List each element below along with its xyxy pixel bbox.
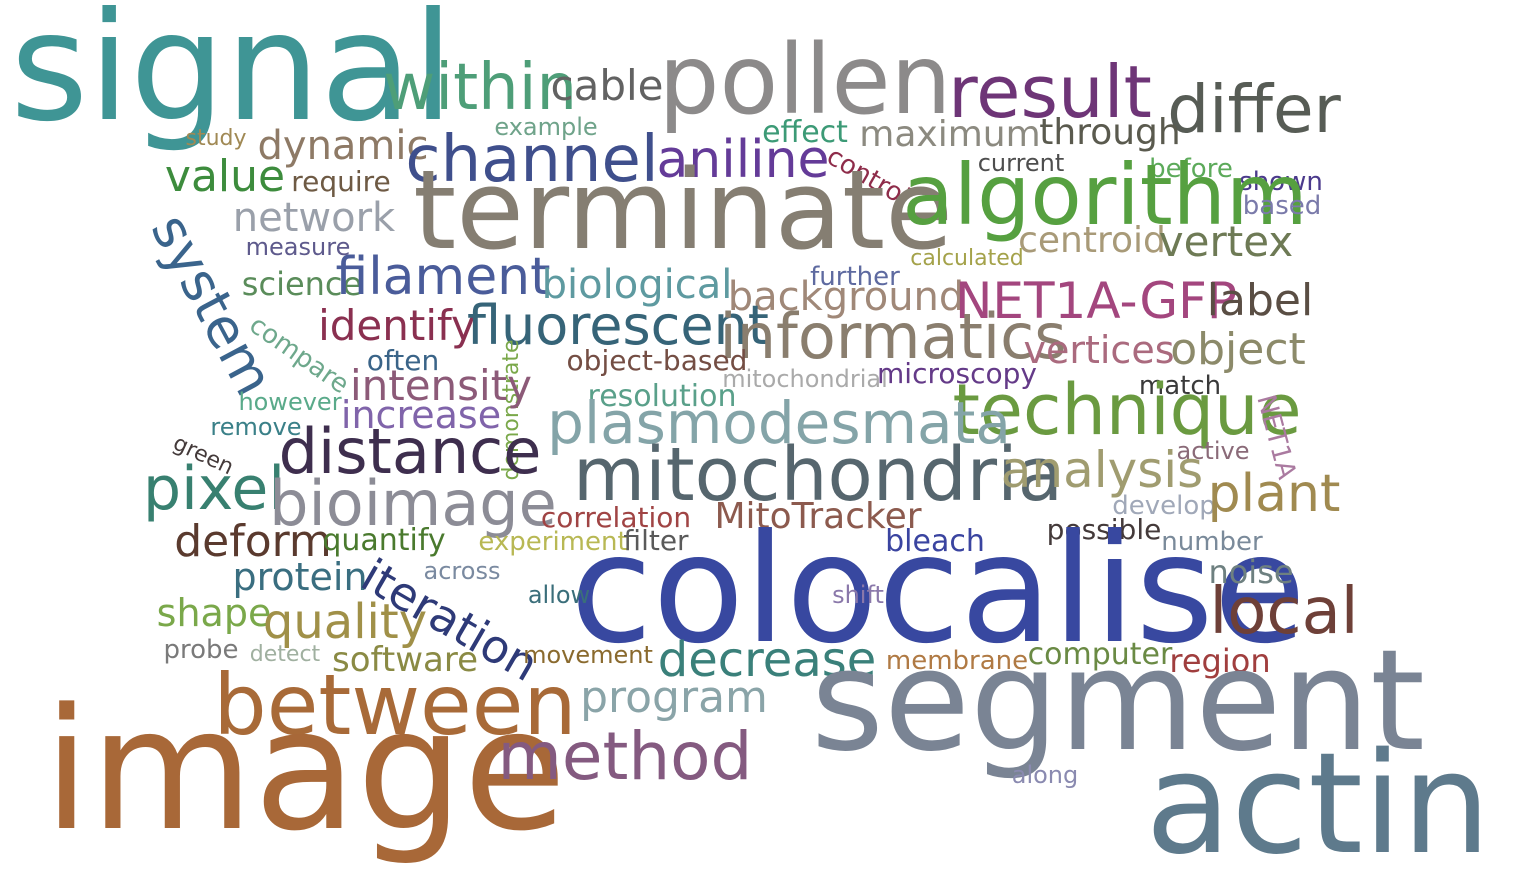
word-maximum: maximum	[859, 114, 1041, 155]
word-NET1A-GFP: NET1A-GFP	[955, 272, 1237, 330]
word-however: however	[238, 388, 342, 416]
word-example: example	[494, 113, 598, 141]
word-science: science	[241, 265, 363, 303]
word-protein: protein	[232, 555, 368, 599]
word-pixel: pixel	[142, 454, 286, 524]
word-informatics: informatics	[719, 300, 1067, 373]
word-centroid: centroid	[1018, 220, 1166, 261]
word-mitochondrial: mitochondrial	[722, 365, 888, 393]
word-distance: distance	[278, 415, 542, 488]
word-membrane: membrane	[885, 646, 1029, 676]
word-colocalise: colocalise	[570, 503, 1306, 677]
word-biological: biological	[541, 262, 733, 308]
word-analysis: analysis	[1000, 441, 1204, 499]
word-filament: filament	[335, 247, 551, 307]
word-remove: remove	[210, 413, 302, 441]
word-probe: probe	[163, 635, 239, 665]
word-allow: allow	[527, 581, 591, 609]
word-channel: channel	[405, 123, 659, 197]
word-before: before	[1149, 154, 1233, 184]
word-microscopy: microscopy	[877, 357, 1037, 390]
word-filter: filter	[623, 524, 689, 557]
word-vertices: vertices	[1023, 328, 1175, 372]
word-fluorescent: fluorescent	[467, 294, 769, 357]
word-bioimage: bioimage	[269, 467, 557, 540]
word-further: further	[810, 262, 900, 292]
word-active: active	[1176, 437, 1250, 465]
word-number: number	[1161, 527, 1263, 557]
word-calculated: calculated	[910, 246, 1024, 271]
word-plasmodesmata: plasmodesmata	[547, 389, 1011, 457]
word-effect: effect	[762, 115, 848, 150]
word-across: across	[423, 557, 501, 585]
word-require: require	[291, 165, 391, 198]
word-quantify: quantify	[322, 523, 446, 558]
word-deform: deform	[174, 516, 332, 567]
word-experiment: experiment	[478, 527, 628, 557]
word-identify: identify	[318, 301, 476, 350]
word-software: software	[331, 640, 479, 680]
word-vertex: vertex	[1158, 217, 1294, 266]
word-noise: noise	[1208, 553, 1294, 591]
word-current: current	[977, 149, 1065, 177]
word-object-based: object-based	[566, 344, 748, 377]
word-between: between	[213, 656, 577, 754]
word-correlation: correlation	[540, 501, 692, 534]
word-network: network	[232, 195, 396, 241]
word-quality: quality	[262, 594, 428, 650]
word-mitochondria: mitochondria	[573, 432, 1063, 518]
word-decrease: decrease	[657, 632, 877, 688]
word-technique: technique	[952, 369, 1302, 451]
word-often: often	[366, 344, 440, 377]
word-shape: shape	[156, 591, 272, 635]
word-result: result	[948, 50, 1152, 134]
word-study: study	[185, 126, 247, 151]
word-MitoTracker: MitoTracker	[714, 496, 922, 537]
word-plant: plant	[1207, 464, 1341, 524]
word-develop: develop	[1112, 491, 1216, 521]
word-algorithm: algorithm	[902, 146, 1308, 244]
word-method: method	[497, 718, 753, 795]
word-pollen: pollen	[658, 24, 952, 136]
word-differ: differ	[1167, 71, 1341, 148]
word-measure: measure	[245, 233, 351, 261]
word-possible: possible	[1046, 513, 1162, 546]
word-actin: actin	[1145, 723, 1491, 881]
word-dynamic: dynamic	[257, 123, 429, 169]
word-local: local	[1209, 575, 1359, 649]
word-based: based	[1242, 191, 1322, 221]
word-intensity: intensity	[349, 361, 533, 410]
word-bleach: bleach	[885, 524, 985, 559]
word-through: through	[1039, 112, 1181, 153]
word-program: program	[580, 672, 768, 723]
word-movement: movement	[523, 641, 653, 669]
word-computer: computer	[1027, 637, 1173, 672]
word-region: region	[1169, 642, 1271, 680]
word-object: object	[1170, 324, 1306, 375]
word-image: image	[43, 672, 567, 868]
word-along: along	[1011, 761, 1079, 789]
word-signal: signal	[10, 0, 454, 155]
word-match: match	[1138, 371, 1222, 401]
word-segment: segment	[810, 620, 1426, 783]
word-value: value	[164, 151, 286, 202]
word-shown: shown	[1239, 167, 1323, 197]
word-label: label	[1206, 275, 1314, 326]
word-aniline: aniline	[656, 130, 830, 190]
word-background: background	[727, 274, 965, 320]
word-resolution: resolution	[587, 379, 737, 414]
word-shift: shift	[832, 581, 884, 609]
word-increase: increase	[340, 393, 502, 437]
word-detect: detect	[249, 642, 321, 667]
word-within: within	[382, 51, 578, 125]
word-cable: cable	[550, 61, 664, 110]
word-terminate: terminate	[413, 146, 953, 274]
